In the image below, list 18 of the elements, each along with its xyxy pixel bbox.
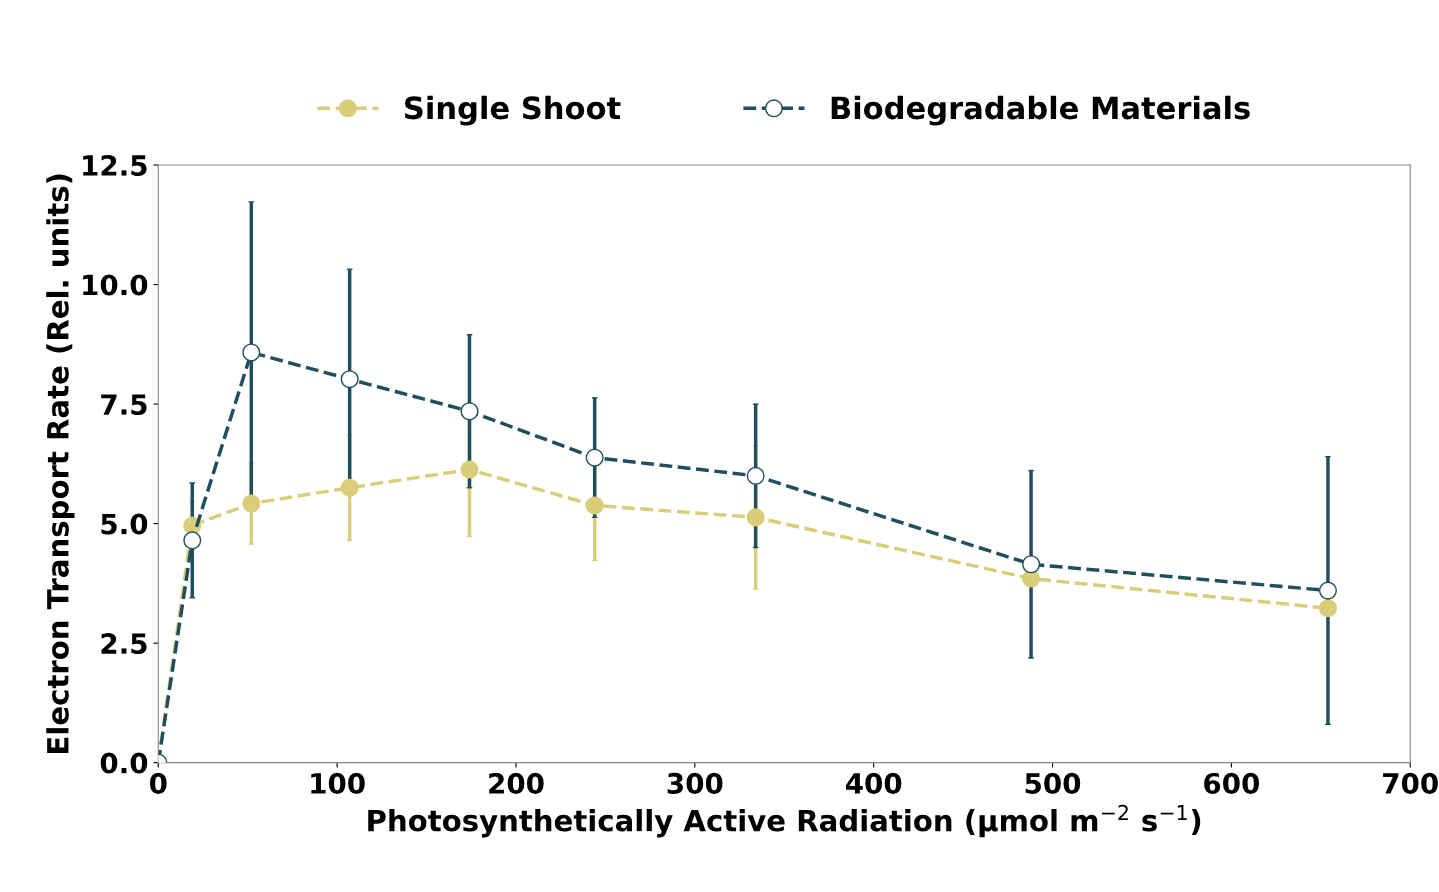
y-tick-label: 10.0 — [83, 274, 148, 296]
y-tick-label: 2.5 — [101, 633, 147, 655]
x-tick-label: 300 — [667, 772, 723, 794]
y-axis-title: Electron Transport Rate (Rel. units) — [46, 174, 75, 753]
x-tick-label: 100 — [311, 772, 365, 794]
x-axis-title: Photosynthetically Active Radiation (µmol m$^{−2}$ s$^{−1}$) — [368, 804, 1201, 838]
y-tick-label: 5.0 — [101, 513, 148, 535]
legend-label: Single Shoot — [405, 95, 621, 126]
y-tick-label: 12.5 — [83, 154, 147, 176]
y-tick-label: 0.0 — [100, 752, 148, 774]
x-tick-label: 500 — [1025, 772, 1081, 794]
x-tick-label: 0 — [149, 772, 167, 794]
legend-label: Biodegradable Materials — [831, 95, 1250, 126]
y-tick-label: 7.5 — [101, 394, 147, 416]
x-tick-label: 600 — [1204, 772, 1260, 794]
x-tick-label: 700 — [1383, 772, 1438, 794]
x-tick-label: 400 — [845, 772, 902, 794]
x-tick-label: 200 — [489, 772, 544, 794]
